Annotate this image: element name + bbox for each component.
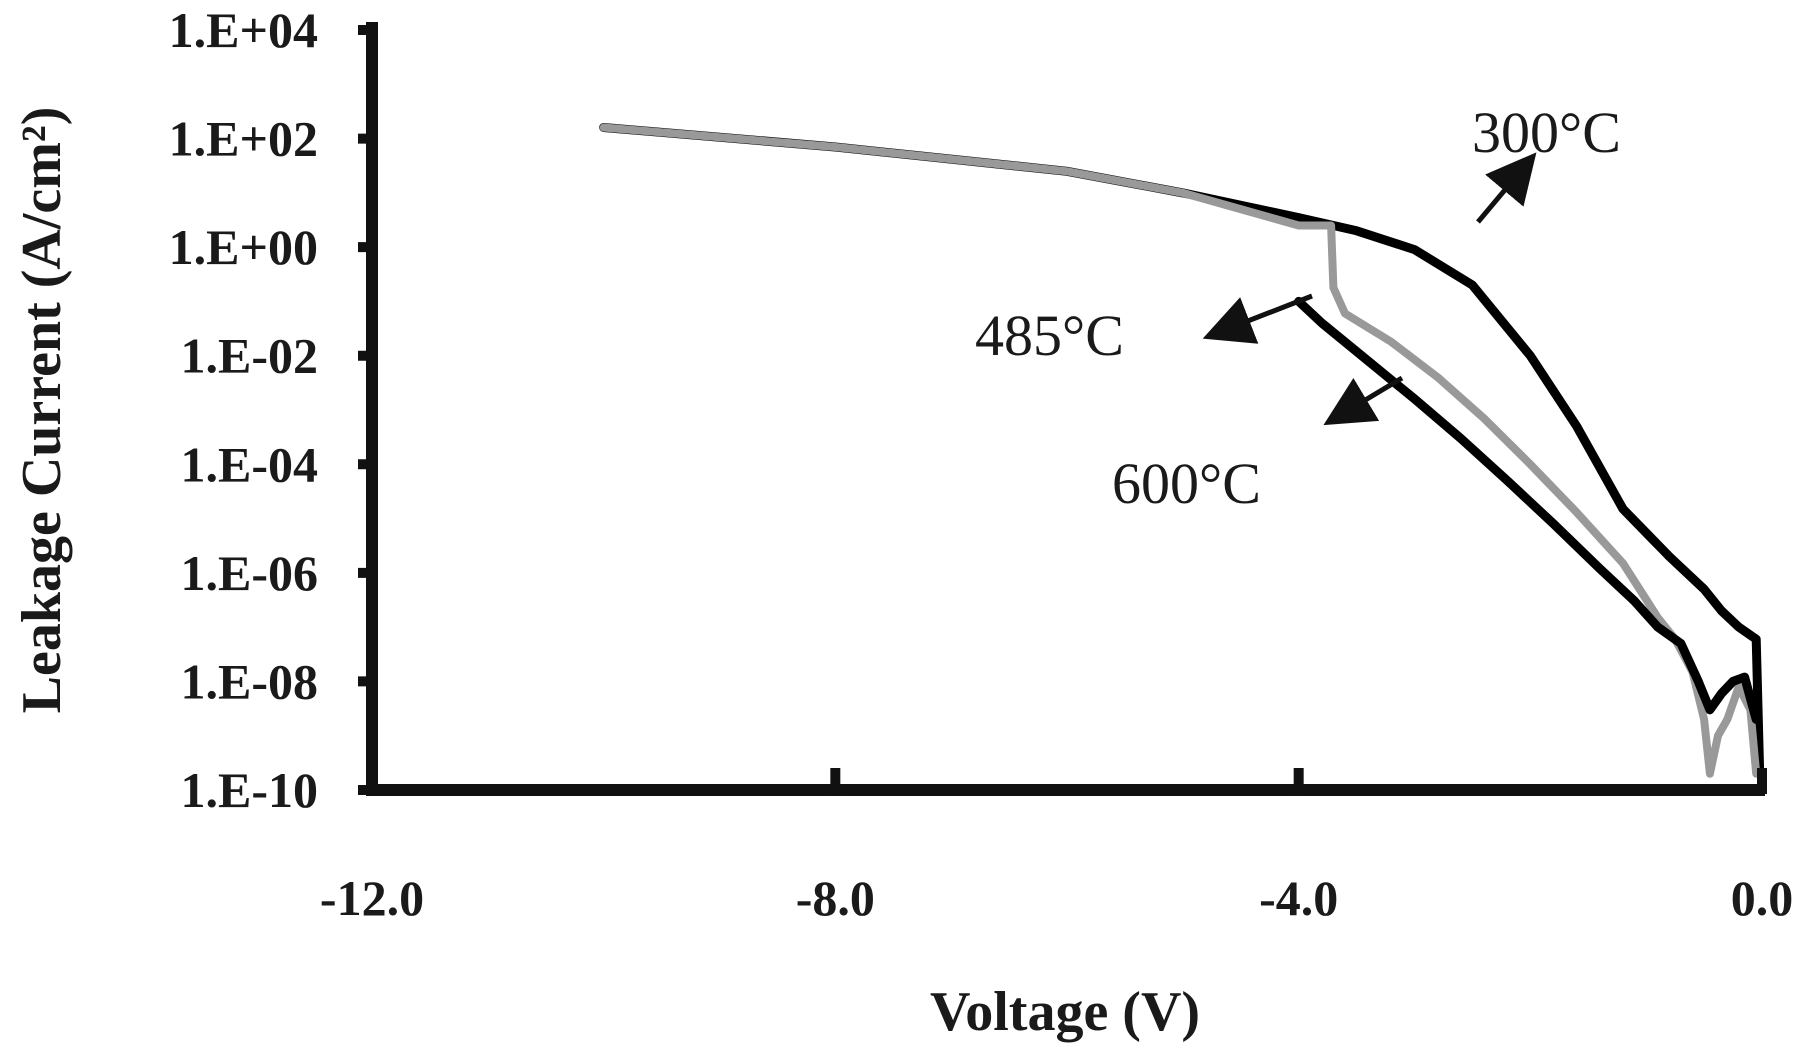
annotation-600c-label: 600°C — [1112, 451, 1261, 516]
y-tick-label: 1.E+00 — [169, 219, 318, 275]
x-axis-ticks: -12.0 -8.0 -4.0 0.0 — [320, 768, 1793, 926]
annotation-485c-arrow — [1202, 293, 1313, 344]
annotation-300c: 300°C — [1472, 100, 1621, 224]
annotation-600c-arrow — [1323, 375, 1404, 426]
y-tick-label: 1.E+04 — [169, 2, 318, 58]
x-tick-label: -12.0 — [320, 870, 424, 926]
x-tick-label: -4.0 — [1259, 870, 1338, 926]
y-tick-label: 1.E-06 — [181, 545, 319, 601]
x-tick-label: -8.0 — [796, 870, 875, 926]
y-tick-label: 1.E-02 — [181, 328, 319, 384]
y-axis-title: Leakage Current (A/cm²) — [11, 107, 73, 714]
series-485c-line — [599, 123, 1761, 778]
annotation-485c-label: 485°C — [975, 303, 1124, 368]
annotation-485c: 485°C — [975, 293, 1313, 368]
series-600c-line — [1294, 296, 1761, 724]
annotation-300c-label: 300°C — [1472, 100, 1621, 165]
y-axis-ticks: 1.E+04 1.E+02 1.E+00 1.E-02 1.E-04 1.E-06 1.E-… — [169, 2, 376, 818]
y-tick-label: 1.E-08 — [181, 653, 319, 709]
y-tick-label: 1.E-04 — [181, 436, 319, 492]
y-tick-label: 1.E+02 — [169, 111, 318, 167]
annotation-600c: 600°C — [1112, 375, 1404, 516]
annotation-300c-arrow — [1476, 152, 1537, 224]
y-tick-label: 1.E-10 — [181, 762, 319, 818]
x-tick-label: 0.0 — [1731, 870, 1794, 926]
x-axis-title: Voltage (V) — [930, 981, 1200, 1043]
series-layer — [599, 123, 1765, 779]
